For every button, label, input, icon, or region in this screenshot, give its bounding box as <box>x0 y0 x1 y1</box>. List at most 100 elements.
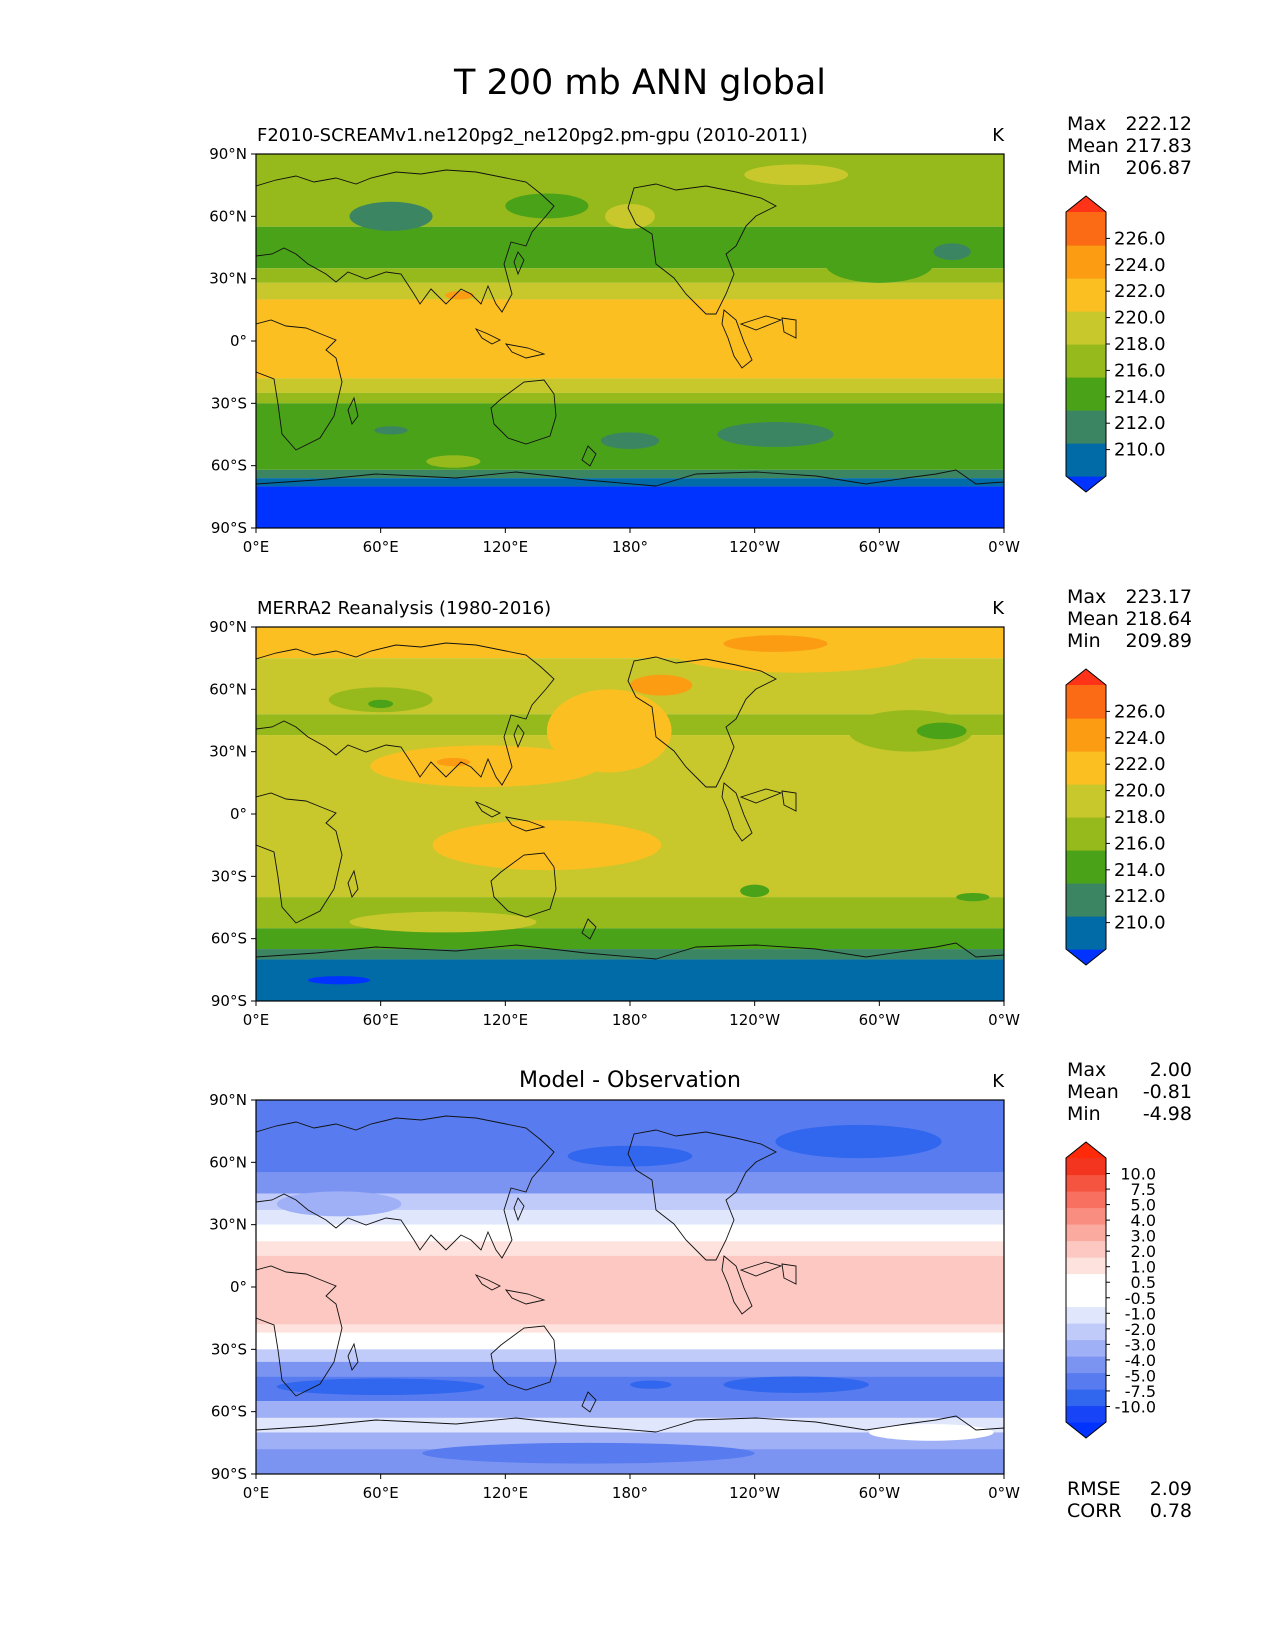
field-feature <box>916 722 967 740</box>
colorbar-label: 220.0 <box>1114 781 1166 802</box>
colorbar-extend-low <box>1066 949 1106 965</box>
x-tick-label: 0°E <box>243 1011 270 1029</box>
stat-label: Mean <box>1067 135 1119 157</box>
field-feature <box>567 1145 693 1167</box>
coastlines <box>256 642 1004 1001</box>
x-tick-label: 120°W <box>729 538 780 556</box>
coastline <box>256 169 555 313</box>
diff-units: K <box>992 1071 1005 1092</box>
y-tick-label: 90°S <box>211 519 247 537</box>
colorbar-segment <box>1066 344 1106 378</box>
field-feature <box>368 699 394 709</box>
field-feature <box>740 884 770 898</box>
coastline <box>781 1263 797 1285</box>
field-feature <box>744 164 849 186</box>
colorbar-segment <box>1066 751 1106 785</box>
stat-label: Mean <box>1067 608 1119 630</box>
y-tick-label: 30°S <box>211 394 247 412</box>
y-tick-label: 60°S <box>211 930 247 948</box>
field-feature <box>775 1124 942 1159</box>
colorbar-extend-high <box>1066 196 1106 212</box>
y-tick-label: 30°N <box>209 270 247 288</box>
obs-field <box>256 627 1004 1001</box>
coastline <box>513 1197 525 1222</box>
colorbar-label: 226.0 <box>1114 228 1166 249</box>
colorbar-label: 216.0 <box>1114 833 1166 854</box>
colorbar-segment <box>1066 1372 1106 1390</box>
field-band <box>256 928 1004 950</box>
colorbar-extend-high <box>1066 1142 1106 1158</box>
stat-value: 218.64 <box>1126 608 1192 630</box>
colorbar-label: 7.5 <box>1131 1180 1156 1199</box>
metric-label: CORR <box>1067 1500 1122 1522</box>
field-band <box>256 1417 1004 1433</box>
coastline <box>739 788 783 804</box>
field-feature <box>868 1424 994 1441</box>
colorbar-label: 222.0 <box>1114 281 1166 302</box>
x-tick-label: 60°E <box>363 1484 399 1502</box>
coastline <box>474 328 502 345</box>
y-tick-label: 60°N <box>209 1153 247 1171</box>
colorbar-label: 212.0 <box>1114 886 1166 907</box>
y-tick-label: 90°S <box>211 1465 247 1483</box>
map-axes: 0°E 60°E 120°E 180° 120°W 60°W 0°W 90°N 60°N 30°N… <box>209 145 1020 556</box>
field-band <box>256 1401 1004 1418</box>
field-feature <box>276 1378 485 1396</box>
y-tick-label: 60°S <box>211 457 247 475</box>
x-tick-label: 180° <box>612 1011 648 1029</box>
y-tick-label: 60°N <box>209 680 247 698</box>
colorbar-label: 210.0 <box>1114 440 1166 461</box>
colorbar-label: 210.0 <box>1114 913 1166 934</box>
field-feature <box>276 1191 402 1217</box>
colorbar-segment <box>1066 1273 1106 1291</box>
colorbar-label: 226.0 <box>1114 701 1166 722</box>
coastline <box>256 1115 555 1259</box>
obs-panel-title: MERRA2 Reanalysis (1980-2016) <box>257 598 551 619</box>
x-tick-label: 180° <box>612 1484 648 1502</box>
y-tick-label: 60°N <box>209 207 247 225</box>
colorbar-segment <box>1066 850 1106 884</box>
colorbar-segment <box>1066 1224 1106 1242</box>
field-feature <box>374 426 408 435</box>
coastline <box>504 343 546 359</box>
obs-panel: 0°E 60°E 120°E 180° 120°W 60°W 0°W 90°N 60°N 30°N… <box>209 586 1192 1029</box>
colorbar-label: -2.0 <box>1125 1320 1156 1339</box>
colorbar-extend-low <box>1066 476 1106 492</box>
model-field-features <box>349 164 971 468</box>
field-feature <box>436 757 471 767</box>
y-tick-label: 30°N <box>209 743 247 761</box>
y-tick-label: 30°N <box>209 1216 247 1234</box>
field-feature <box>630 1380 672 1389</box>
metric-value: 0.78 <box>1150 1500 1192 1522</box>
stat-label: Max <box>1067 1059 1106 1081</box>
colorbar-label: 224.0 <box>1114 255 1166 276</box>
field-band <box>256 282 1004 300</box>
field-feature <box>848 710 973 752</box>
x-tick-label: 120°W <box>729 1484 780 1502</box>
y-tick-label: 90°N <box>209 1091 247 1109</box>
x-tick-label: 120°E <box>483 1484 529 1502</box>
colorbar-segment <box>1066 685 1106 719</box>
coastline <box>513 724 525 749</box>
field-feature <box>605 203 655 229</box>
field-feature <box>600 432 660 450</box>
field-feature <box>349 201 433 231</box>
colorbar-extend-high <box>1066 669 1106 685</box>
colorbar-label: -5.0 <box>1125 1366 1156 1385</box>
stat-value: 209.89 <box>1126 630 1192 652</box>
coastline <box>256 1265 343 1397</box>
stat-label: Min <box>1067 157 1101 179</box>
colorbar-segment <box>1066 1389 1106 1407</box>
y-tick-label: 0° <box>230 805 247 823</box>
coastline <box>581 1391 597 1413</box>
coastline <box>490 1325 557 1391</box>
colorbar-segment <box>1066 1174 1106 1192</box>
obs-field-features <box>307 631 990 985</box>
coastlines <box>256 1115 1004 1474</box>
colorbar-segment <box>1066 1290 1106 1308</box>
coastline <box>739 315 783 331</box>
stat-value: 222.12 <box>1126 113 1192 135</box>
field-feature <box>426 455 481 468</box>
coastline <box>721 782 753 842</box>
colorbar-label: 214.0 <box>1114 387 1166 408</box>
